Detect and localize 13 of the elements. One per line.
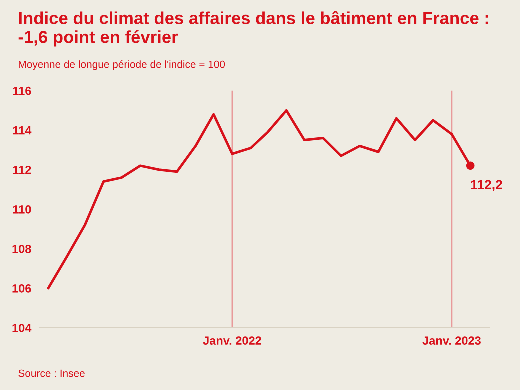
chart-title: Indice du climat des affaires dans le bâtiment en France : -1,6 point en février <box>18 11 488 47</box>
y-tick-label: 110 <box>13 205 32 214</box>
y-tick-label: 104 <box>12 324 32 332</box>
x-tick-label: Janv. 2022 <box>203 336 262 345</box>
y-tick-label: 108 <box>12 244 32 254</box>
x-tick-label: Janv. 2023 <box>422 336 481 346</box>
chart-subtitle: Moyenne de longue période de l'indice = 100 <box>19 60 226 70</box>
y-tick-label: 106 <box>12 284 32 293</box>
y-tick-label: 114 <box>13 126 32 135</box>
y-tick-label: 116 <box>13 86 32 96</box>
y-tick-label: 112 <box>13 166 32 174</box>
annotation: 112,2 <box>471 180 502 192</box>
source-note: Source : Insee <box>18 370 85 378</box>
